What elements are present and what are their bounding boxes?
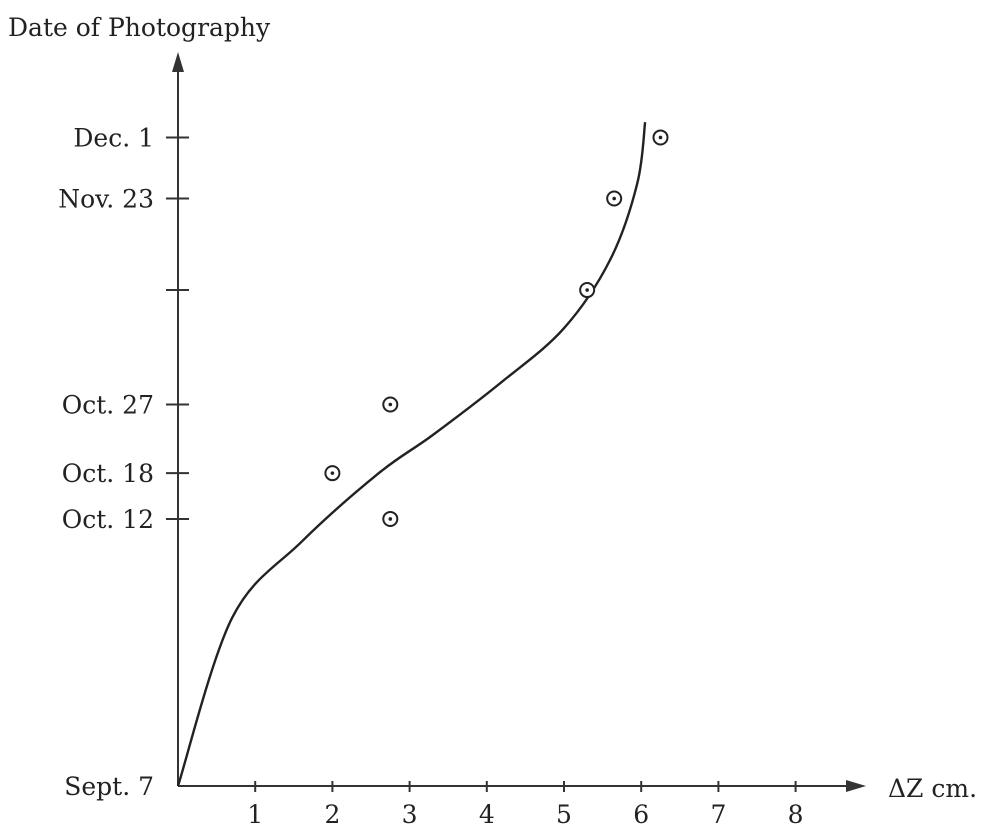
y-tick-label: Oct. 27 <box>62 391 154 420</box>
x-tick-label: 4 <box>479 800 495 829</box>
data-point-center <box>330 471 335 475</box>
y-tick-label: Sept. 7 <box>64 772 154 801</box>
x-axis-title: ΔZ cm. <box>888 774 977 803</box>
x-tick-label: 2 <box>324 800 340 829</box>
y-tick-label: Nov. 23 <box>58 184 154 213</box>
x-tick-label: 3 <box>402 800 418 829</box>
chart-marks: 1 2 3 4 5 6 7 8 Sept. 7 Oct. 12 Oct. 18 Oct. 27 Nov.… <box>58 122 804 829</box>
y-tick-label: Oct. 18 <box>62 459 154 488</box>
x-tick-label: 1 <box>247 800 263 829</box>
data-point-center <box>658 135 663 140</box>
y-axis-title: Date of Photography <box>8 13 271 42</box>
x-tick-label: 5 <box>556 800 572 829</box>
x-tick-label: 8 <box>788 800 804 829</box>
fit-curve <box>176 122 647 787</box>
y-axis-arrow <box>172 52 184 72</box>
y-tick-label: Oct. 12 <box>62 505 154 534</box>
x-tick-label: 7 <box>710 800 726 829</box>
x-tick-label: 6 <box>633 800 649 829</box>
data-point-center <box>388 517 393 521</box>
y-tick-label: Dec. 1 <box>73 123 154 152</box>
x-axis-arrow <box>846 780 866 792</box>
data-point-center <box>612 196 616 201</box>
data-point-center <box>388 402 393 407</box>
data-point-center <box>585 288 589 292</box>
